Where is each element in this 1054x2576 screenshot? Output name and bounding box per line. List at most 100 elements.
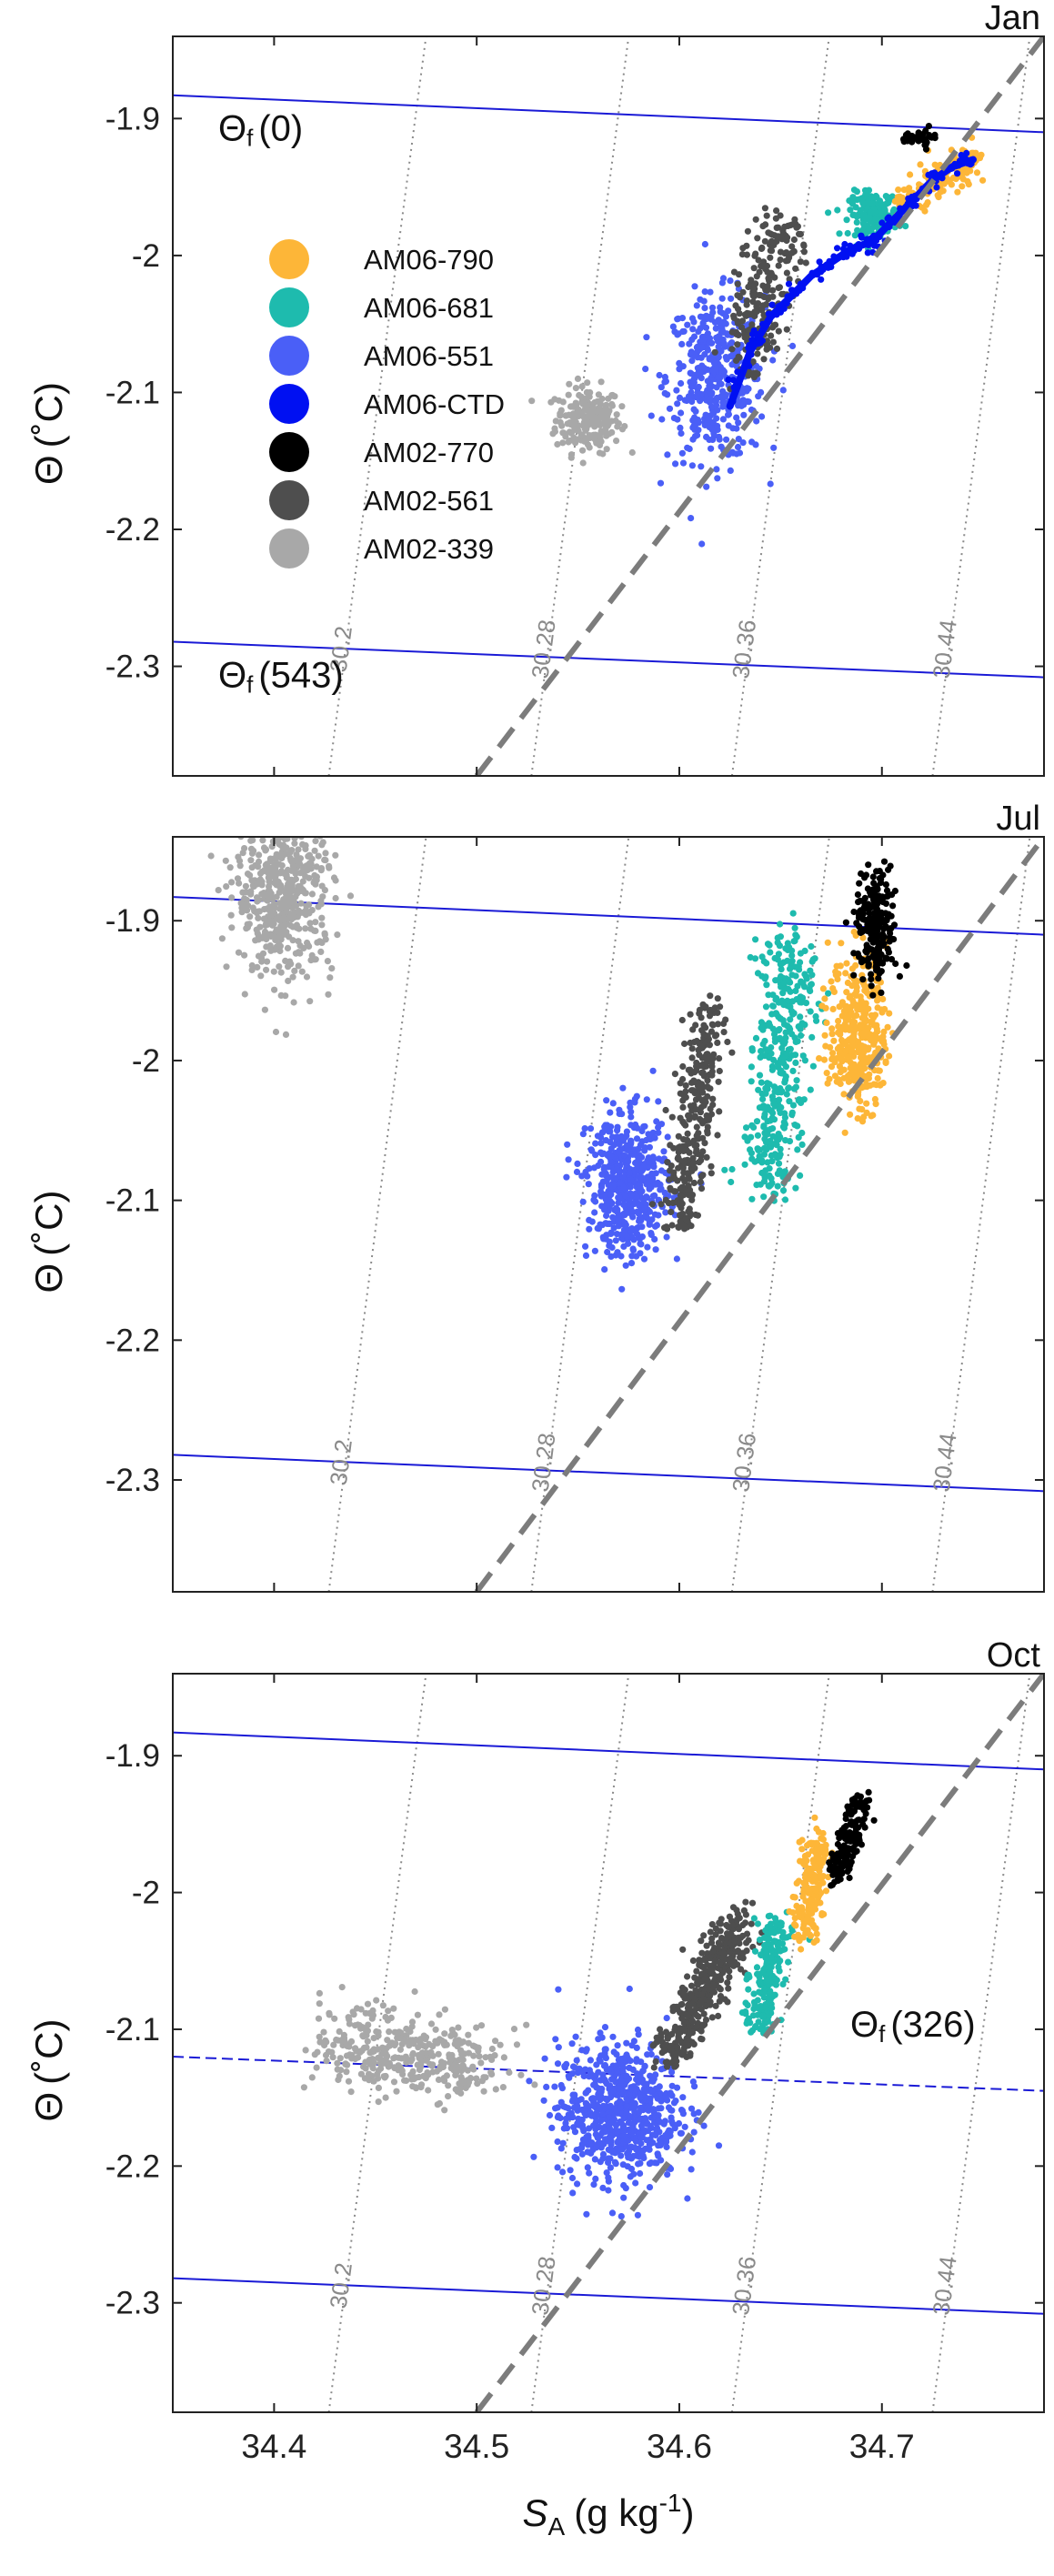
data-point <box>701 240 709 248</box>
data-point <box>882 880 890 889</box>
data-point <box>328 965 336 972</box>
data-point <box>627 2085 635 2092</box>
data-point <box>767 949 774 956</box>
data-point <box>690 1179 698 1187</box>
data-point <box>739 288 747 296</box>
data-point <box>562 412 570 419</box>
data-point <box>306 998 314 1005</box>
data-point <box>698 540 706 548</box>
data-point <box>751 1158 758 1165</box>
data-point <box>672 460 679 468</box>
data-point <box>779 1070 787 1077</box>
data-point <box>688 357 696 365</box>
data-point <box>661 373 669 381</box>
y-tick-label: -2.2 <box>105 512 160 548</box>
data-point <box>343 2052 351 2059</box>
data-point <box>874 984 881 991</box>
data-point <box>863 1100 870 1107</box>
data-point <box>707 992 714 1000</box>
data-point <box>286 921 294 930</box>
data-point <box>467 2075 475 2082</box>
data-point <box>728 1049 736 1056</box>
data-point <box>671 1188 679 1195</box>
data-point <box>330 874 338 881</box>
data-point <box>266 855 274 862</box>
data-point <box>858 1106 866 1113</box>
legend-marker <box>269 384 309 424</box>
data-point <box>727 277 734 285</box>
data-point <box>689 424 697 431</box>
data-point <box>235 949 243 956</box>
data-point <box>786 1138 794 1145</box>
data-point <box>644 1194 651 1202</box>
data-point <box>637 2139 645 2148</box>
data-point <box>701 305 708 312</box>
data-point <box>886 223 893 231</box>
data-point <box>886 1052 893 1060</box>
data-point <box>657 1167 666 1174</box>
data-point <box>868 975 875 983</box>
data-point <box>584 379 591 387</box>
data-point <box>242 882 249 890</box>
data-point <box>794 982 801 990</box>
data-point <box>700 1096 708 1103</box>
data-point <box>758 953 766 961</box>
data-point <box>241 845 248 852</box>
data-point <box>793 1077 800 1084</box>
data-point <box>689 2078 698 2086</box>
data-point <box>718 367 726 374</box>
data-point <box>586 393 593 400</box>
data-point <box>578 383 586 390</box>
data-point <box>587 1146 595 1153</box>
data-point <box>848 200 857 207</box>
data-point <box>540 2097 547 2104</box>
data-point <box>623 2108 630 2116</box>
data-point <box>423 2057 430 2064</box>
data-point <box>413 2074 420 2081</box>
data-point <box>403 2058 410 2066</box>
data-point <box>684 2195 691 2202</box>
data-point <box>754 970 762 977</box>
data-point <box>848 982 856 990</box>
data-point <box>708 403 716 410</box>
data-point <box>592 1152 599 1159</box>
data-point <box>718 347 725 355</box>
dashed-reference-line <box>474 36 1044 776</box>
data-point <box>308 2074 316 2081</box>
data-point <box>693 1123 700 1131</box>
data-point <box>663 2138 670 2146</box>
data-point <box>568 2174 577 2182</box>
data-point <box>599 2076 607 2083</box>
data-point <box>693 1142 700 1149</box>
data-point <box>834 206 841 214</box>
data-point <box>698 344 706 351</box>
data-point <box>873 964 881 971</box>
data-point <box>615 1217 622 1224</box>
data-point <box>653 1118 660 1125</box>
data-point <box>821 1031 828 1039</box>
data-point <box>895 186 902 194</box>
data-point <box>688 462 697 469</box>
data-point <box>295 815 301 821</box>
data-point <box>700 1062 708 1070</box>
data-point <box>788 342 797 349</box>
data-point <box>773 224 780 231</box>
data-point <box>769 1002 777 1010</box>
data-point <box>778 966 785 973</box>
data-point <box>260 844 268 851</box>
data-point <box>792 1083 800 1091</box>
data-point <box>605 2178 613 2185</box>
data-point <box>705 1084 713 1092</box>
data-point <box>395 2054 402 2061</box>
data-point <box>359 2032 366 2039</box>
data-point <box>361 2075 368 2082</box>
data-point <box>785 1084 793 1092</box>
data-point <box>808 269 816 277</box>
data-point <box>866 946 873 953</box>
data-point <box>305 852 312 860</box>
data-point <box>628 1253 636 1260</box>
data-point <box>842 1047 850 1054</box>
data-point <box>303 902 310 910</box>
data-point <box>637 1250 644 1257</box>
data-point <box>264 958 271 965</box>
